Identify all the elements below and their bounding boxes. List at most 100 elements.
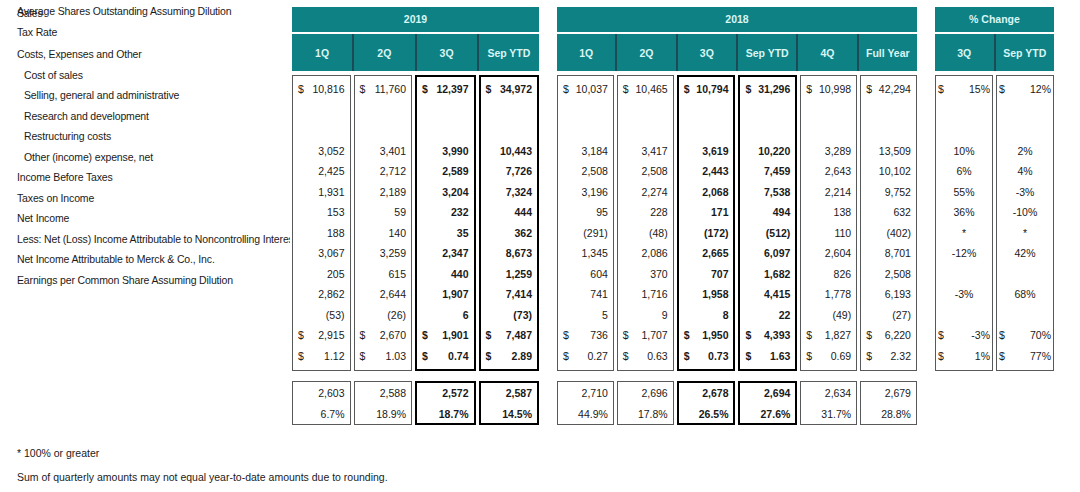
value-cell: 2,086 [618, 243, 673, 264]
body-grid: $15%10%6%55%36%*-12%-3%$-3%$1%$12%2%4%-3… [935, 75, 1054, 371]
value-cell: 6,097 [740, 243, 795, 264]
dollar-sign: $ [298, 346, 304, 367]
value-cell: 3,204 [417, 182, 474, 203]
dollar-sign: $ [298, 79, 304, 100]
value-cell: 28.8% [861, 404, 916, 425]
value-cell [355, 100, 412, 121]
value-cell: 3,401 [355, 141, 412, 162]
value-cell: $-3% [936, 325, 992, 346]
value-cell: 6% [936, 161, 992, 182]
value-cell: $15% [936, 79, 992, 100]
value-cell: 171 [679, 202, 734, 223]
value-cell [997, 100, 1053, 121]
value-cell: 7,726 [481, 161, 538, 182]
value-cell: $0.74 [417, 346, 474, 367]
cell-value: 0.74 [448, 346, 468, 367]
value-cell: 826 [801, 264, 856, 285]
value-cell: 2,588 [355, 383, 412, 404]
value-cell: 2,696 [618, 383, 673, 404]
cell-value: 1,901 [442, 325, 468, 346]
value-cell: 1,958 [679, 284, 734, 305]
value-cell: -12% [936, 243, 992, 264]
value-cell: 228 [618, 202, 673, 223]
value-column: $12%2%4%-3%-10%*42%68%$70%$77% [996, 75, 1054, 371]
year-header-pct: % Change [935, 7, 1054, 32]
section-2018: 20181Q2Q3QSep YTD4QFull Year $10,037 3,184… [557, 0, 917, 492]
value-cell: 2,862 [293, 284, 350, 305]
value-cell [417, 120, 474, 141]
row-labels-column: SalesCosts, Expenses and OtherCost of sa… [0, 0, 290, 290]
value-cell: 2,068 [679, 182, 734, 203]
shares-taxrate-grid: 2,6036.7%2,58818.9%2,57218.7%2,58714.5% [292, 381, 539, 425]
value-cell: 2,274 [618, 182, 673, 203]
body-grid: $10,8163,0522,4251,9311531883,0672052,86… [292, 75, 539, 371]
value-cell: 153 [293, 202, 350, 223]
value-cell: 370 [618, 264, 673, 285]
dollar-sign: $ [745, 79, 751, 100]
value-column: $10,8163,0522,4251,9311531883,0672052,86… [292, 75, 351, 371]
value-cell: 10,220 [740, 141, 795, 162]
value-column: 2,67928.8% [860, 381, 917, 425]
value-cell: 1,345 [558, 243, 613, 264]
value-column: 2,58714.5% [479, 381, 540, 425]
value-cell: 6.7% [293, 404, 350, 425]
cell-value: 10,037 [576, 79, 608, 100]
dollar-sign: $ [486, 346, 492, 367]
value-cell: 5 [558, 305, 613, 326]
value-cell: 3,067 [293, 243, 350, 264]
value-column: $11,7603,4012,7122,189591403,2596152,644… [354, 75, 413, 371]
value-cell [618, 100, 673, 121]
value-cell: $0.73 [679, 346, 734, 367]
value-column: 2,67826.5% [677, 381, 736, 425]
value-cell: 7,459 [740, 161, 795, 182]
row-label: Income Before Taxes [0, 167, 290, 188]
value-cell: 14.5% [481, 404, 538, 425]
value-cell: 632 [861, 202, 916, 223]
value-cell: 3,259 [355, 243, 412, 264]
row-label: Average Shares Outstanding Assuming Dilu… [0, 1, 290, 22]
value-cell [801, 100, 856, 121]
value-cell: 55% [936, 182, 992, 203]
dollar-sign: $ [745, 325, 751, 346]
value-cell: 140 [355, 223, 412, 244]
value-column: $10,4653,4172,5082,274228(48)2,0863701,7… [617, 75, 674, 371]
value-cell [679, 100, 734, 121]
value-cell: $0.27 [558, 346, 613, 367]
row-label: Net Income [0, 208, 290, 229]
dollar-sign: $ [684, 346, 690, 367]
cell-value: 12% [1030, 79, 1051, 100]
value-cell [997, 305, 1053, 326]
cell-value: 1,950 [702, 325, 728, 346]
column-header: 2Q [352, 34, 414, 71]
value-cell: 205 [293, 264, 350, 285]
value-cell: 6,193 [861, 284, 916, 305]
dollar-sign: $ [563, 346, 569, 367]
cell-value: 1.12 [324, 346, 344, 367]
value-cell [355, 120, 412, 141]
year-header-y2019: 2019 [292, 7, 539, 32]
row-label: Costs, Expenses and Other [0, 44, 290, 65]
value-cell: 1,259 [481, 264, 538, 285]
cell-value: 0.73 [708, 346, 728, 367]
cell-value: 2,915 [318, 325, 344, 346]
value-cell: 138 [801, 202, 856, 223]
value-cell: 6 [417, 305, 474, 326]
footnote-asterisk: * 100% or greater [17, 447, 99, 459]
quarter-header-row: 1Q2Q3QSep YTD [292, 34, 539, 71]
value-cell [861, 100, 916, 121]
dollar-sign: $ [422, 79, 428, 100]
financial-report: SalesCosts, Expenses and OtherCost of sa… [0, 0, 1080, 492]
value-column: 2,69617.8% [617, 381, 674, 425]
quarter-header-row: 1Q2Q3QSep YTD4QFull Year [557, 34, 917, 71]
year-header-y2018: 2018 [557, 7, 917, 32]
footnote-rounding: Sum of quarterly amounts may not equal y… [17, 471, 388, 483]
dollar-sign: $ [360, 346, 366, 367]
value-cell: 3,184 [558, 141, 613, 162]
quarter-header-row: 3QSep YTD [935, 34, 1054, 71]
value-cell: 17.8% [618, 404, 673, 425]
cell-value: -3% [971, 325, 990, 346]
value-cell: $1,950 [679, 325, 734, 346]
value-cell [417, 100, 474, 121]
value-cell: 9 [618, 305, 673, 326]
section-2019: 20191Q2Q3QSep YTD $10,8163,0522,4251,9311… [292, 0, 539, 492]
